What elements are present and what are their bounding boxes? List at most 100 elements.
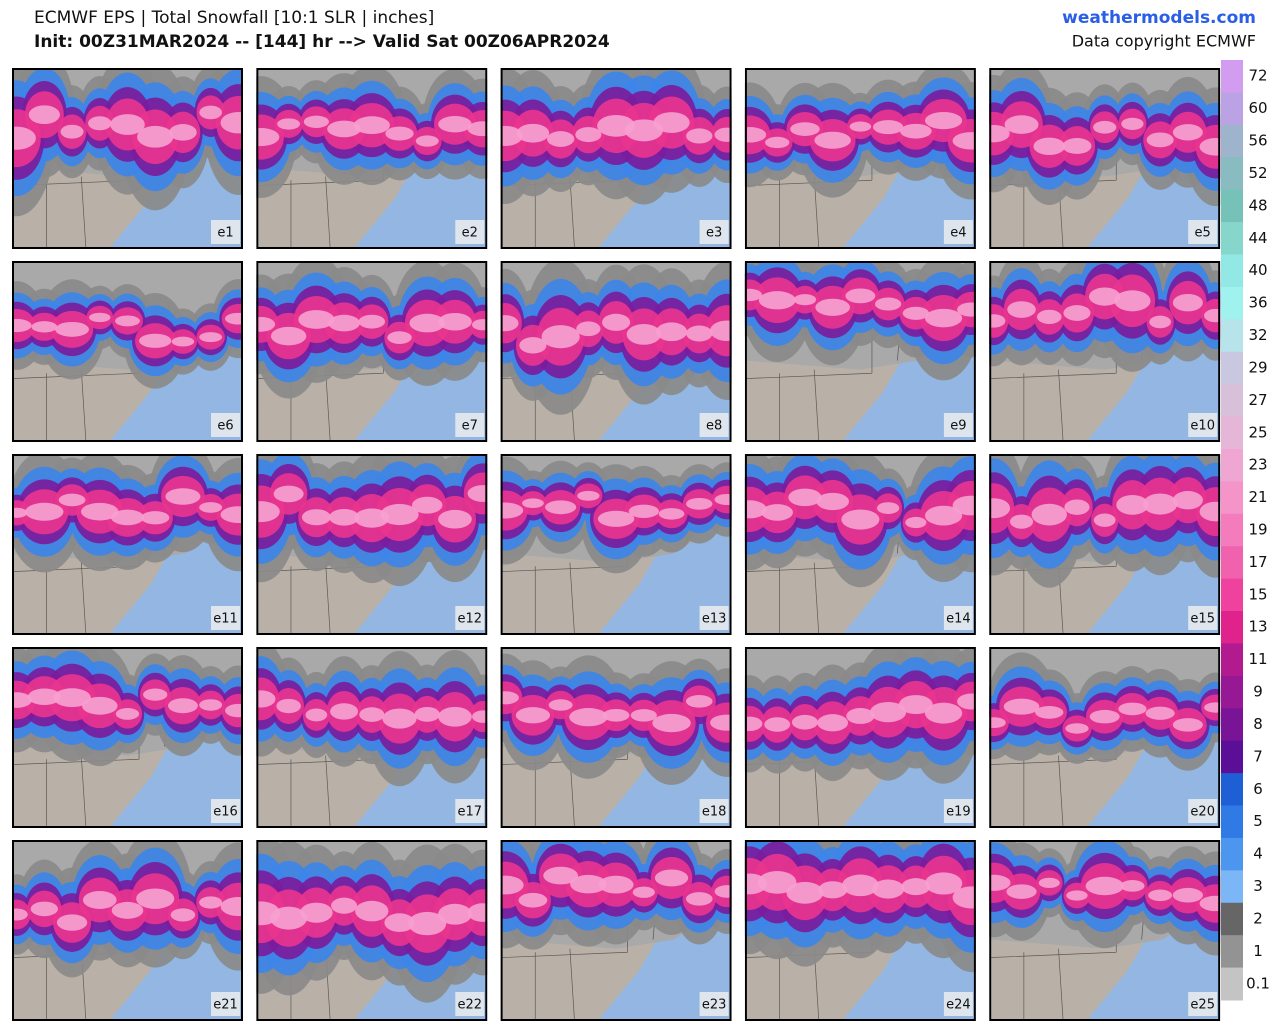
colorbar-segment (1221, 189, 1243, 223)
snow-area (225, 312, 243, 325)
snow-area (88, 116, 112, 131)
colorbar-label: 15 (1248, 585, 1267, 603)
panel-border (500, 840, 732, 1021)
colorbar-label: 72 (1248, 67, 1267, 85)
colorbar-label: 29 (1248, 358, 1267, 376)
snow-area (1114, 290, 1151, 312)
colorbar-label: 17 (1248, 553, 1267, 571)
snow-area (1146, 132, 1174, 148)
snow-area (12, 908, 28, 921)
snow-area (658, 508, 685, 520)
snow-area (546, 131, 575, 147)
colorbar-segment (1221, 578, 1243, 612)
snow-area (328, 314, 361, 332)
snow-area (137, 125, 174, 148)
snow-area (139, 333, 172, 348)
label-box (455, 413, 485, 437)
snow-area (270, 906, 308, 930)
snow-area (876, 502, 900, 514)
member-label: e18 (702, 805, 727, 820)
snow-area (842, 874, 879, 897)
snow-area (359, 707, 385, 722)
snow-area (89, 312, 111, 323)
snow-area (518, 892, 548, 908)
label-box (943, 992, 973, 1016)
snow-area (652, 713, 691, 733)
snow-area (1064, 499, 1090, 515)
panel-border (256, 68, 488, 249)
panel-border (989, 68, 1221, 249)
panel-border (256, 647, 488, 828)
snow-area (331, 897, 358, 914)
map-panel: e24 (744, 840, 976, 1021)
label-box (455, 799, 485, 823)
map-panel: e25 (989, 840, 1221, 1021)
snow-area (353, 116, 390, 135)
snow-area (598, 875, 634, 894)
coast-lines (500, 885, 659, 1021)
snow-area (111, 901, 144, 919)
colorbar-segment (1221, 384, 1243, 418)
snow-area (12, 318, 32, 333)
coast-lines (744, 113, 903, 249)
snow-area (438, 903, 472, 925)
member-label: e20 (1190, 805, 1215, 820)
snow-area (472, 319, 488, 331)
snow-area (817, 714, 849, 732)
colorbar-segment (1221, 643, 1243, 677)
panel-border (12, 261, 243, 442)
snow-area (1066, 890, 1088, 901)
map-panel: e3 (500, 68, 732, 249)
snow-area (1172, 887, 1203, 903)
panel-border (744, 840, 976, 1021)
panel-border (12, 454, 243, 635)
colorbar-segment (1221, 351, 1243, 385)
colorbar-segment (1221, 967, 1243, 1001)
coast-lines (12, 499, 170, 635)
panel-border (744, 647, 976, 828)
member-label: e5 (1195, 226, 1211, 241)
snow-area (1093, 120, 1117, 134)
snow-area (757, 870, 797, 894)
snow-area (438, 312, 472, 331)
snow-area (924, 505, 963, 526)
snow-area (902, 306, 930, 320)
snow-area (354, 508, 390, 528)
snow-area (329, 509, 360, 526)
member-label: e7 (462, 419, 478, 434)
snow-area (82, 890, 117, 909)
snow-area (1033, 137, 1066, 156)
snow-area (952, 495, 976, 516)
coast-lines (744, 306, 903, 442)
member-label: e21 (213, 998, 238, 1013)
colorbar-segment (1221, 124, 1243, 158)
label-box (455, 220, 485, 244)
colorbar-segment (1221, 60, 1243, 93)
label-box (1188, 606, 1218, 630)
snow-area (900, 123, 932, 139)
snow-area (765, 136, 790, 149)
colorbar-segment (1221, 740, 1243, 774)
snow-area (385, 126, 414, 141)
map-panel: e9 (744, 261, 976, 442)
snow-area (115, 708, 140, 720)
colorbar-label: 13 (1248, 618, 1267, 636)
panel-border (744, 261, 976, 442)
colorbar-label: 6 (1253, 780, 1263, 798)
map-panel: e10 (989, 261, 1221, 442)
snow-area (220, 897, 243, 917)
label-box (211, 413, 240, 437)
snow-area (387, 331, 412, 344)
label-box (1188, 799, 1218, 823)
snow-area (256, 690, 276, 708)
snow-area (256, 501, 280, 523)
snow-area (1038, 877, 1060, 889)
snow-area (12, 507, 28, 518)
snow-area (761, 504, 793, 521)
snow-area (31, 321, 58, 333)
coast-lines (12, 113, 170, 249)
panel-border (989, 647, 1221, 828)
snow-area (685, 892, 713, 906)
snow-area (790, 122, 820, 136)
colorbar-segment (1221, 546, 1243, 580)
